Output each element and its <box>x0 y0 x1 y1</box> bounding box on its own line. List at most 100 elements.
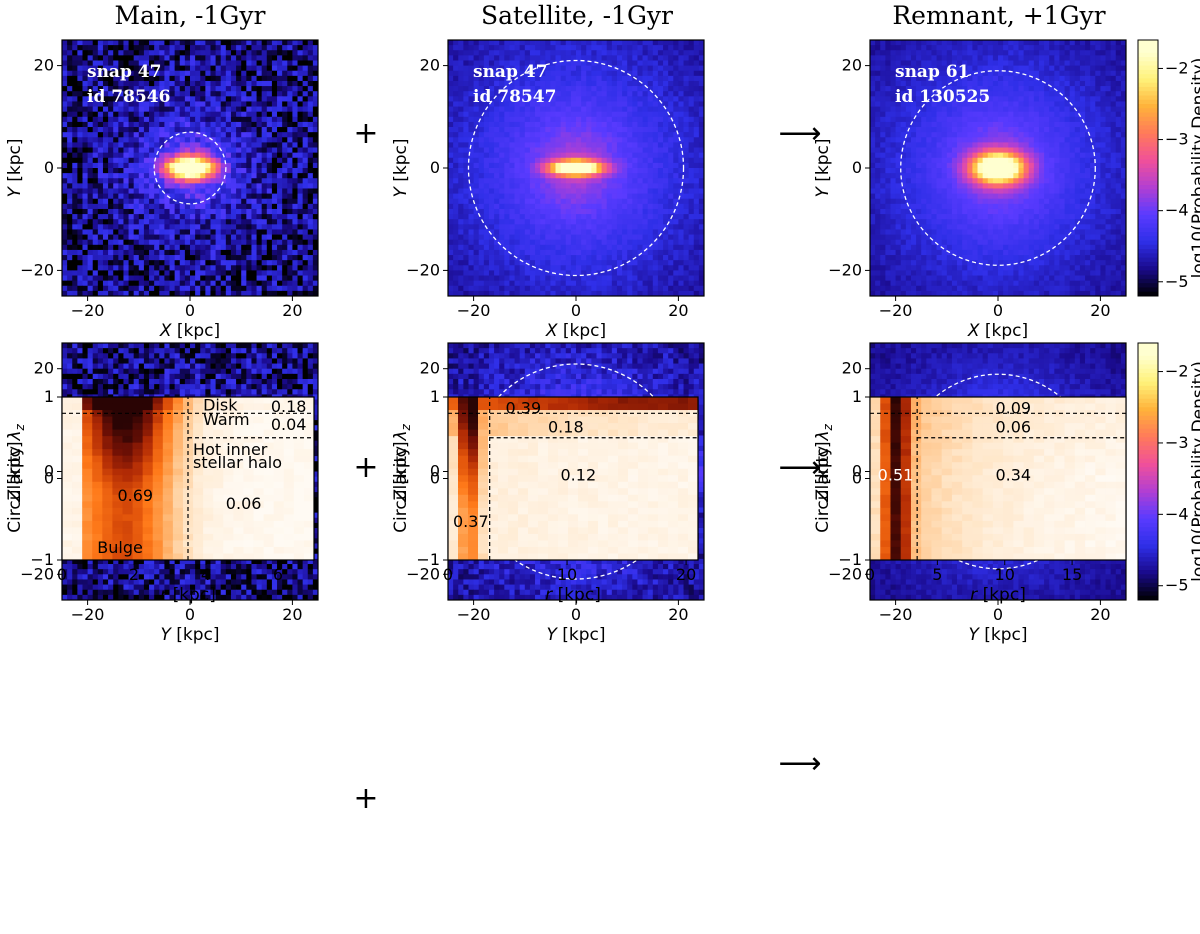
density-cell <box>550 157 556 164</box>
density-cell <box>184 127 191 133</box>
density-cell <box>205 96 211 102</box>
density-cell <box>463 280 469 287</box>
density-cell <box>123 157 129 164</box>
density-cell <box>102 239 109 246</box>
density-cell <box>251 280 257 287</box>
density-cell <box>77 142 83 148</box>
density-cell <box>565 75 572 82</box>
density-cell <box>261 70 268 77</box>
density-cell <box>652 244 659 251</box>
density-cell <box>663 260 669 266</box>
density-cell <box>540 80 546 87</box>
density-cell <box>97 70 104 77</box>
density-cell <box>652 162 659 169</box>
column-title-remnant: Remnant, +1Gyr <box>892 1 1105 30</box>
density-cell <box>312 214 319 220</box>
density-cell <box>102 188 109 194</box>
density-cell <box>184 91 191 97</box>
density-cell <box>576 265 582 271</box>
density-cell <box>458 162 464 169</box>
density-cell <box>693 173 700 179</box>
density-cell <box>657 188 664 194</box>
density-cell <box>302 255 309 261</box>
density-cell <box>190 142 196 148</box>
density-cell <box>657 157 664 164</box>
density-cell <box>591 137 597 143</box>
density-cell <box>128 203 135 210</box>
density-cell <box>220 75 227 82</box>
density-cell <box>123 127 129 133</box>
density-cell <box>302 234 309 241</box>
density-cell <box>179 249 186 256</box>
density-cell <box>550 132 556 138</box>
density-cell <box>688 142 695 148</box>
density-cell <box>494 239 500 246</box>
density-cell <box>128 127 135 133</box>
density-cell <box>277 137 283 143</box>
density-cell <box>637 203 643 210</box>
density-cell <box>236 188 242 194</box>
density-cell <box>683 111 690 118</box>
density-cell <box>230 219 237 225</box>
density-cell <box>77 80 83 87</box>
density-cell <box>67 147 73 154</box>
density-cell <box>555 91 562 97</box>
density-cell <box>302 265 309 271</box>
density-cell <box>519 40 526 46</box>
density-cell <box>560 70 567 77</box>
density-cell <box>514 142 521 148</box>
density-cell <box>251 157 257 164</box>
density-cell <box>616 270 623 276</box>
density-cell <box>287 70 293 77</box>
density-cell <box>663 239 669 246</box>
density-cell <box>67 96 73 102</box>
density-cell <box>108 137 114 143</box>
density-cell <box>453 80 459 87</box>
density-cell <box>540 162 546 169</box>
density-cell <box>576 193 582 200</box>
density-cell <box>164 127 170 133</box>
density-cell <box>292 193 298 200</box>
density-cell <box>642 234 649 241</box>
density-cell <box>108 193 114 200</box>
density-cell <box>200 116 206 123</box>
density-cell <box>488 239 495 246</box>
density-cell <box>478 137 485 143</box>
density-cell <box>591 183 597 189</box>
density-cell <box>261 80 268 87</box>
density-cell <box>164 183 170 189</box>
density-cell <box>570 132 577 138</box>
density-cell <box>504 60 510 66</box>
density-cell <box>215 239 222 246</box>
density-cell <box>473 132 480 138</box>
density-cell <box>458 121 464 128</box>
density-cell <box>205 111 211 118</box>
density-cell <box>688 157 695 164</box>
density-cell <box>143 198 150 205</box>
density-cell <box>616 244 623 251</box>
density-cell <box>642 132 649 138</box>
density-cell <box>220 157 227 164</box>
density-cell <box>637 70 643 77</box>
density-cell <box>297 162 304 169</box>
density-cell <box>297 65 304 72</box>
density-cell <box>246 183 252 189</box>
density-cell <box>483 137 490 143</box>
density-cells <box>62 40 319 297</box>
density-cell <box>483 280 490 287</box>
density-cell <box>458 208 464 215</box>
density-cell <box>271 275 278 282</box>
density-cell <box>693 168 700 174</box>
density-cell <box>545 86 551 92</box>
density-cell <box>642 111 649 118</box>
density-cell <box>458 239 464 246</box>
density-cell <box>637 178 643 184</box>
density-cell <box>164 106 170 113</box>
density-cell <box>113 152 119 159</box>
density-cell <box>169 45 176 51</box>
density-cell <box>596 137 602 143</box>
density-cell <box>164 162 170 169</box>
density-cell <box>87 234 94 241</box>
density-cell <box>261 260 268 266</box>
density-cell <box>102 127 109 133</box>
